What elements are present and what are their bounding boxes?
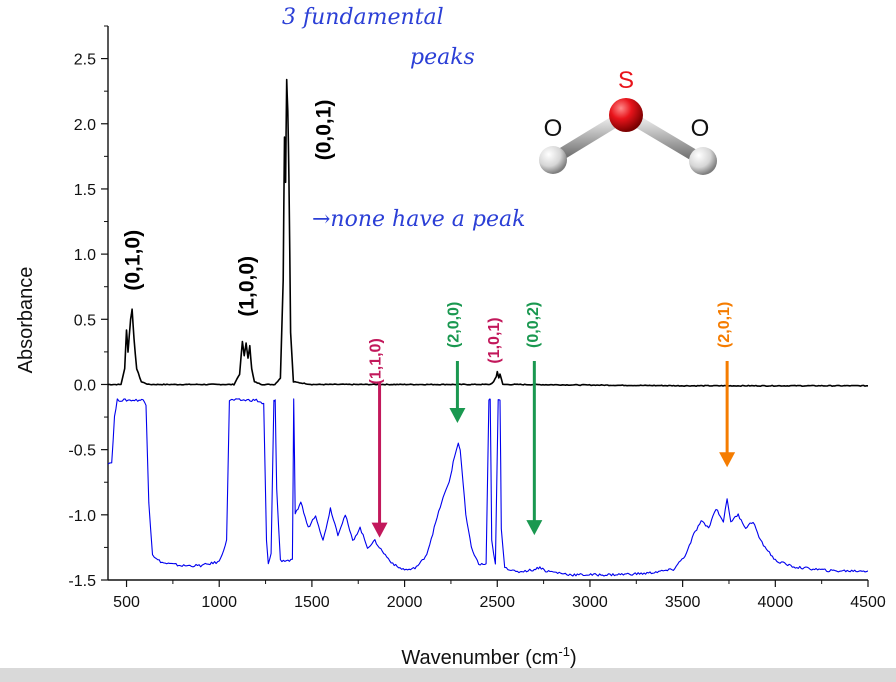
handwritten-note-none-have-peak: →none have a peak	[312, 207, 525, 232]
y-axis-title: Absorbance	[15, 267, 37, 374]
axis-ticks: 500 1000 1500 2000 2500 3000 3500 4000 4500 2.5 2.…	[68, 25, 886, 611]
x-axis-title-main: Wavenumber (cm	[401, 647, 558, 669]
sulfur-atom	[609, 98, 643, 132]
y-tick-label: 0.5	[74, 312, 96, 329]
y-tick-label: 1.0	[74, 247, 96, 264]
x-tick-label: 500	[113, 594, 140, 611]
x-axis-title-sup: -1	[558, 644, 570, 659]
y-tick-label: -1.0	[68, 508, 96, 525]
x-tick-label: 1500	[294, 594, 330, 611]
x-tick-label: 2500	[479, 594, 515, 611]
mode-label: (0,1,0)	[121, 230, 144, 291]
annotation-arrow-head	[526, 520, 543, 536]
annotation-layer: (0,1,0) (1,0,0) (0,0,1) (1,1,0) (2,0,0) (1,0,…	[121, 100, 736, 538]
mode-label: (0,0,2)	[525, 302, 542, 348]
series-line-absorbance	[108, 78, 868, 388]
y-tick-label: 1.5	[74, 182, 96, 199]
y-tick-label: 2.0	[74, 117, 96, 134]
annotation-arrow-head	[719, 452, 736, 468]
x-tick-label: 2000	[387, 594, 423, 611]
handwritten-note-peaks: peaks	[410, 45, 475, 70]
x-tick-label: 3000	[572, 594, 608, 611]
x-tick-label: 1000	[201, 594, 237, 611]
oxygen-right-atom	[689, 147, 717, 175]
y-tick-label: -0.5	[68, 443, 96, 460]
oxygen-left-label: O	[544, 115, 563, 142]
sulfur-label: S	[618, 67, 634, 94]
so2-molecule: S O O	[539, 67, 717, 175]
mode-label: (0,0,1)	[312, 100, 335, 161]
x-axis-title: Wavenumber (cm-1)	[401, 644, 576, 669]
oxygen-left-atom	[539, 146, 567, 174]
y-tick-label: 2.5	[74, 52, 96, 69]
x-tick-label: 4000	[758, 594, 794, 611]
x-tick-label: 3500	[665, 594, 701, 611]
bottom-strip	[0, 668, 896, 682]
x-tick-label: 4500	[850, 594, 886, 611]
y-tick-label: -1.5	[68, 573, 96, 590]
annotation-arrow-head	[449, 407, 466, 423]
mode-label: (2,0,1)	[716, 302, 733, 348]
series-line-reference	[108, 398, 868, 577]
oxygen-right-label: O	[691, 115, 710, 142]
mode-label: (2,0,0)	[445, 302, 462, 348]
y-tick-label: 0.0	[74, 377, 96, 394]
mode-label: (1,0,1)	[486, 317, 503, 363]
mode-label: (1,0,0)	[235, 256, 258, 317]
handwritten-note-fundamental: 3 fundamental	[282, 5, 444, 30]
mode-label: (1,1,0)	[368, 338, 385, 384]
series-layer	[108, 78, 868, 577]
x-axis-title-close: )	[570, 647, 577, 669]
annotation-arrow-head	[371, 522, 388, 538]
